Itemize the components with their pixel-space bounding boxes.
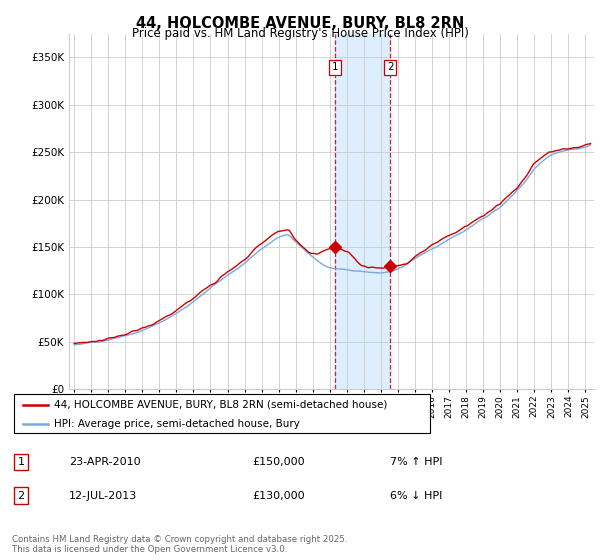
Text: £130,000: £130,000 <box>252 491 305 501</box>
Text: HPI: Average price, semi-detached house, Bury: HPI: Average price, semi-detached house,… <box>54 419 300 429</box>
Text: 1: 1 <box>17 457 25 467</box>
Text: Contains HM Land Registry data © Crown copyright and database right 2025.
This d: Contains HM Land Registry data © Crown c… <box>12 535 347 554</box>
Text: 6% ↓ HPI: 6% ↓ HPI <box>390 491 442 501</box>
Text: 44, HOLCOMBE AVENUE, BURY, BL8 2RN: 44, HOLCOMBE AVENUE, BURY, BL8 2RN <box>136 16 464 31</box>
Text: 44, HOLCOMBE AVENUE, BURY, BL8 2RN (semi-detached house): 44, HOLCOMBE AVENUE, BURY, BL8 2RN (semi… <box>54 400 388 410</box>
FancyBboxPatch shape <box>14 394 430 433</box>
Text: £150,000: £150,000 <box>252 457 305 467</box>
Text: 1: 1 <box>332 62 338 72</box>
Text: 7% ↑ HPI: 7% ↑ HPI <box>390 457 443 467</box>
Text: 2: 2 <box>387 62 394 72</box>
Text: 23-APR-2010: 23-APR-2010 <box>69 457 140 467</box>
Text: Price paid vs. HM Land Registry's House Price Index (HPI): Price paid vs. HM Land Registry's House … <box>131 27 469 40</box>
Bar <box>335 34 390 389</box>
Text: 12-JUL-2013: 12-JUL-2013 <box>69 491 137 501</box>
Text: 2: 2 <box>17 491 25 501</box>
